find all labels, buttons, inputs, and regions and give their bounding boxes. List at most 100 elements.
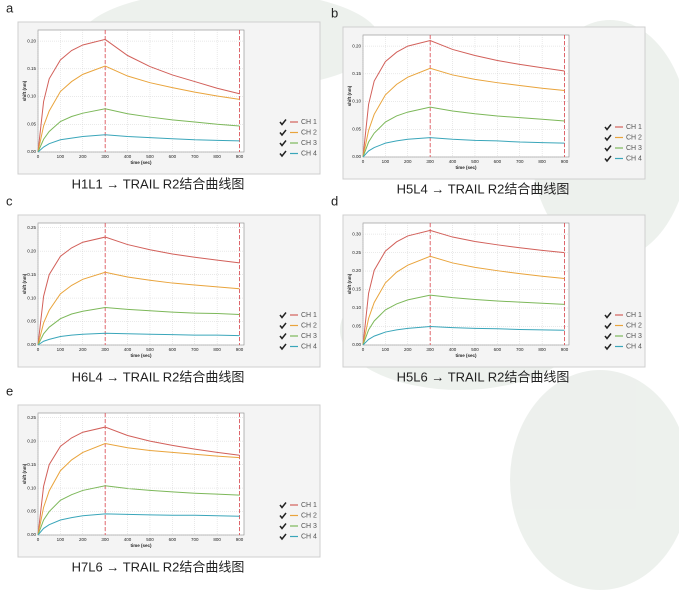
legend-check: [604, 124, 612, 131]
x-axis-label: time (sec): [455, 165, 477, 170]
y-tick-label: 0.20: [352, 268, 361, 273]
x-axis-label: time (sec): [130, 160, 152, 165]
y-tick-label: 0.15: [27, 66, 36, 71]
y-tick-label: 0.10: [27, 94, 36, 99]
x-tick-label: 200: [79, 537, 87, 542]
series-line: [37, 271, 240, 346]
x-tick-label: 100: [57, 537, 65, 542]
legend-check: [279, 523, 287, 530]
y-tick-label: 0.20: [27, 38, 36, 43]
legend-label: CH 3: [301, 523, 317, 530]
y-tick-label: 0.10: [352, 99, 361, 104]
series-line: [362, 137, 565, 158]
legend-label: CH 1: [626, 124, 642, 131]
x-axis-label: time (sec): [130, 543, 152, 548]
y-tick-label: 0.05: [27, 121, 36, 126]
legend-label: CH 3: [301, 333, 317, 340]
x-tick-label: 500: [146, 154, 154, 159]
y-tick-label: 0.00: [27, 532, 36, 537]
y-axis-label: shift (nm): [347, 273, 352, 294]
x-tick-label: 500: [471, 159, 479, 164]
x-tick-label: 300: [101, 347, 109, 352]
x-tick-label: 600: [494, 159, 502, 164]
x-tick-label: 100: [57, 154, 65, 159]
x-tick-label: 400: [124, 347, 132, 352]
y-tick-label: 0.25: [352, 250, 361, 255]
panel-label: c: [6, 193, 13, 208]
y-axis-label: shift (nm): [22, 273, 27, 294]
legend-label: CH 3: [626, 333, 642, 340]
y-tick-label: 0.00: [352, 342, 361, 347]
x-tick-label: 400: [124, 154, 132, 159]
x-tick-label: 800: [213, 154, 221, 159]
y-tick-label: 0.20: [27, 248, 36, 253]
caption: H6L4 → TRAIL R2结合曲线图: [72, 369, 245, 384]
x-tick-label: 800: [213, 347, 221, 352]
y-tick-label: 0.00: [27, 149, 36, 154]
x-tick-label: 500: [471, 347, 479, 352]
x-tick-label: 400: [124, 537, 132, 542]
x-axis-label: time (sec): [455, 353, 477, 358]
x-axis-label: time (sec): [130, 353, 152, 358]
series-line: [37, 236, 240, 346]
x-tick-label: 0: [362, 159, 365, 164]
x-tick-label: 900: [236, 154, 244, 159]
legend-check: [604, 134, 612, 142]
series-line: [362, 67, 565, 158]
series-line: [362, 229, 565, 346]
x-tick-label: 800: [213, 537, 221, 542]
legend-label: CH 1: [626, 312, 642, 319]
legend-check: [604, 312, 612, 319]
x-tick-label: 200: [404, 159, 412, 164]
legend-label: CH 3: [301, 140, 317, 147]
legend-check: [279, 333, 287, 340]
y-axis-label: shift (nm): [22, 463, 27, 484]
y-tick-label: 0.15: [352, 287, 361, 292]
y-tick-label: 0.05: [352, 324, 361, 329]
x-tick-label: 600: [169, 154, 177, 159]
y-tick-label: 0.25: [27, 415, 36, 420]
x-tick-label: 400: [449, 347, 457, 352]
panel-label: b: [331, 5, 338, 20]
y-axis-label: shift (nm): [22, 80, 27, 101]
y-tick-label: 0.15: [352, 71, 361, 76]
series-line: [37, 332, 240, 346]
legend-label: CH 4: [626, 343, 642, 350]
x-tick-label: 500: [146, 537, 154, 542]
y-tick-label: 0.20: [352, 43, 361, 48]
panel-label: d: [331, 193, 338, 208]
legend-check: [279, 502, 287, 509]
caption: H5L6 → TRAIL R2结合曲线图: [397, 369, 570, 384]
series-line: [362, 326, 565, 346]
series-line: [37, 65, 240, 153]
legend-check: [604, 322, 612, 330]
y-tick-label: 0.05: [352, 126, 361, 131]
legend-check: [604, 155, 612, 163]
legend-label: CH 1: [301, 119, 317, 126]
caption: H7L6 → TRAIL R2结合曲线图: [72, 559, 245, 574]
series-line: [37, 485, 240, 536]
series-line: [362, 40, 565, 158]
y-tick-label: 0.10: [352, 305, 361, 310]
series-line: [37, 426, 240, 536]
x-tick-label: 700: [191, 347, 199, 352]
series-line: [362, 106, 565, 158]
legend-check: [279, 533, 287, 541]
legend-label: CH 4: [301, 533, 317, 540]
x-tick-label: 900: [561, 159, 569, 164]
x-tick-label: 700: [516, 159, 524, 164]
legend-label: CH 2: [301, 512, 317, 519]
legend-label: CH 4: [301, 150, 317, 157]
x-tick-label: 0: [362, 347, 365, 352]
x-tick-label: 400: [449, 159, 457, 164]
x-tick-label: 300: [101, 154, 109, 159]
legend-check: [604, 343, 612, 351]
x-tick-label: 300: [426, 347, 434, 352]
x-tick-label: 600: [169, 347, 177, 352]
series-line: [37, 134, 240, 153]
series-line: [37, 108, 240, 153]
x-tick-label: 200: [404, 347, 412, 352]
x-tick-label: 500: [146, 347, 154, 352]
caption: H5L4 → TRAIL R2结合曲线图: [397, 181, 570, 196]
